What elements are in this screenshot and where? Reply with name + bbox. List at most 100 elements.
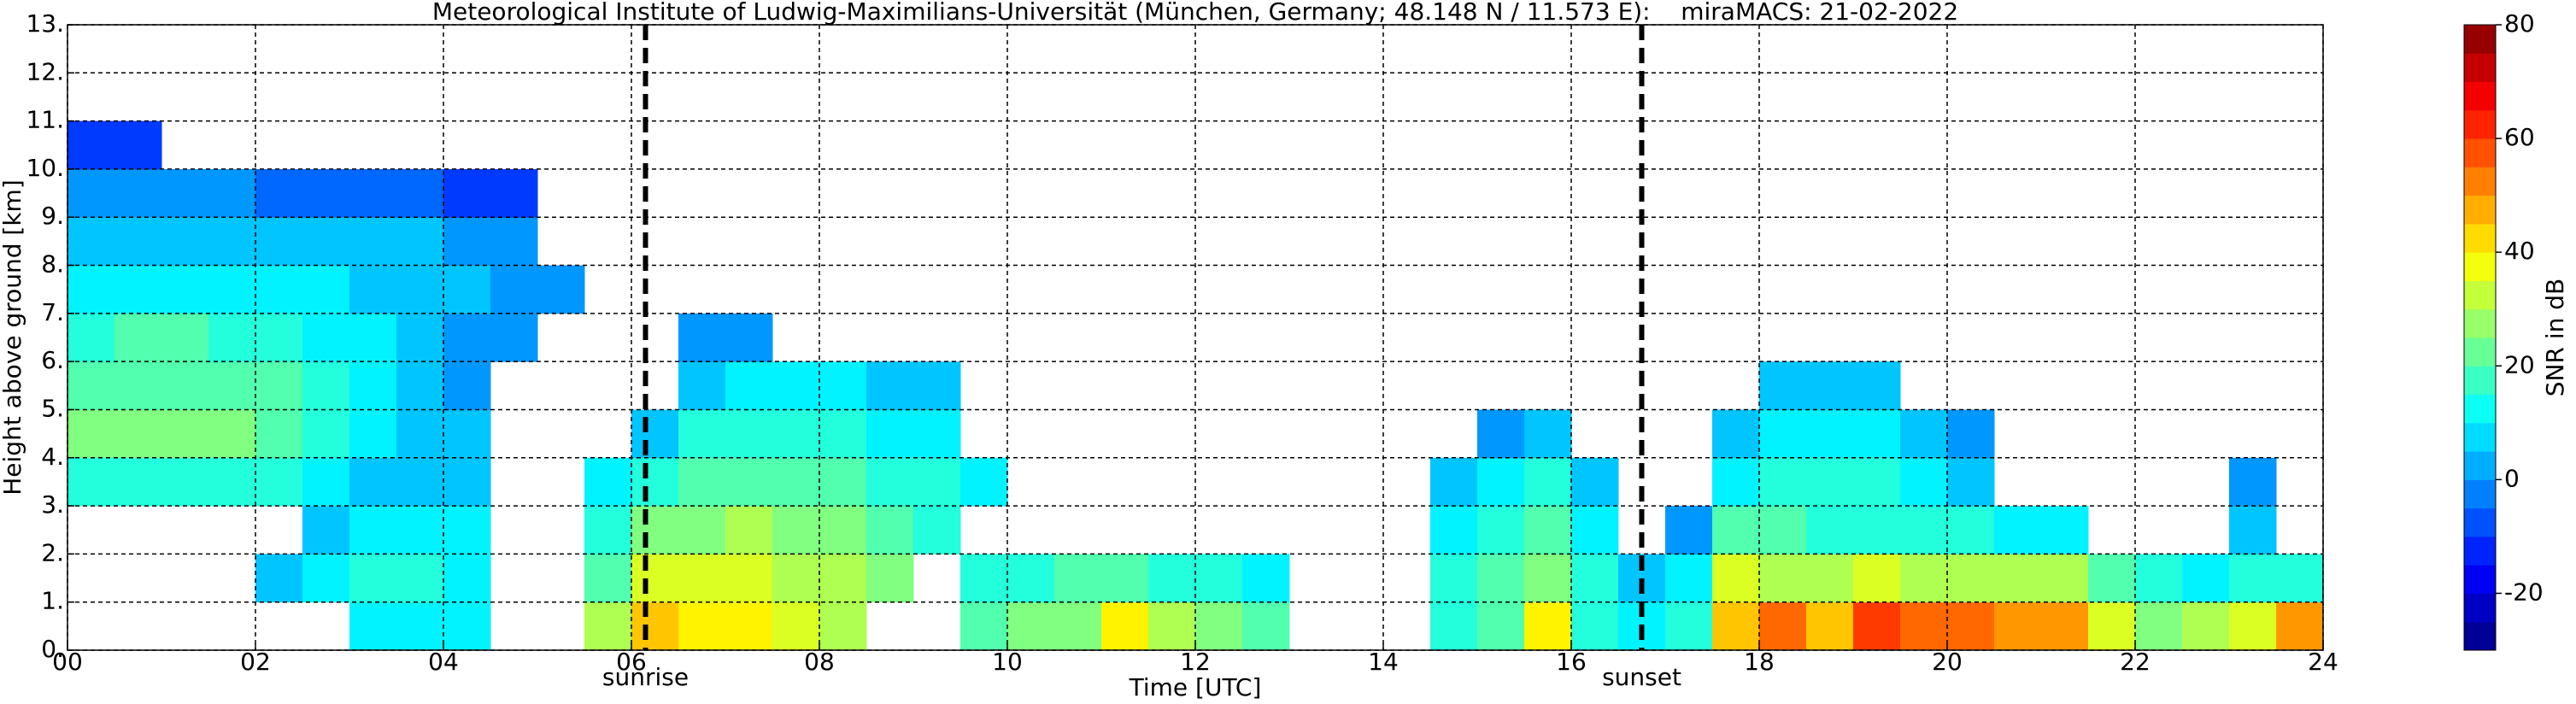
heatmap-cell [819, 506, 867, 554]
heatmap-cell [678, 554, 726, 603]
heatmap-cell [67, 265, 115, 314]
heatmap-cell [1195, 554, 1243, 603]
heatmap-cell [1242, 554, 1290, 603]
heatmap-cell [913, 506, 961, 554]
heatmap-cell [2088, 601, 2136, 651]
heatmap-cell [1007, 554, 1055, 603]
heatmap-cell [913, 409, 961, 459]
colorbar-tick-label: 40 [2504, 237, 2535, 265]
heatmap-cell [349, 313, 397, 362]
heatmap-cell [1759, 409, 1807, 459]
heatmap-cell [1712, 409, 1760, 459]
heatmap-cell [1947, 554, 1995, 603]
heatmap-cell [2276, 554, 2324, 603]
heatmap-cell [114, 313, 162, 362]
heatmap-cell [1900, 506, 1948, 554]
heatmap-cell [1430, 506, 1478, 554]
heatmap-cell [772, 409, 820, 459]
y-tick-label: 4. [41, 443, 64, 471]
heatmap-cell [1994, 601, 2042, 651]
heatmap-cell [114, 265, 162, 314]
y-axis-label: Height above ground [km] [0, 179, 26, 496]
y-tick-label: 5. [41, 394, 64, 422]
heatmap-cell [1994, 506, 2042, 554]
colorbar-band [2464, 53, 2496, 83]
heatmap-cell [396, 601, 444, 651]
heatmap-cell [1853, 506, 1901, 554]
heatmap-cell [725, 361, 773, 410]
heatmap-cell [584, 554, 632, 603]
heatmap-cell [396, 168, 444, 218]
heatmap-cell [772, 506, 820, 554]
heatmap-cell [490, 168, 538, 218]
colorbar-band [2464, 252, 2496, 281]
colorbar-band [2464, 422, 2496, 452]
heatmap-cell [866, 457, 914, 507]
heatmap-cell [114, 168, 162, 218]
heatmap-cell [396, 361, 444, 410]
heatmap-cell [208, 313, 256, 362]
heatmap-cell [396, 457, 444, 507]
heatmap-cell [443, 265, 491, 314]
heatmap-cell [490, 313, 538, 362]
heatmap-cell [255, 168, 303, 218]
heatmap-cell [396, 506, 444, 554]
heatmap-cell [819, 554, 867, 603]
heatmap-cell [1430, 457, 1478, 507]
heatmap-cell [2041, 554, 2089, 603]
heatmap-cell [1195, 601, 1243, 651]
heatmap-cell [725, 457, 773, 507]
heatmap-cell [631, 409, 679, 459]
heatmap-cell [1947, 457, 1995, 507]
heatmap-cell [114, 457, 162, 507]
y-tick-label: 6. [41, 346, 64, 374]
colorbar-band [2464, 223, 2496, 253]
y-tick-label: 8. [41, 250, 64, 279]
x-tick-label: 04 [428, 648, 459, 676]
heatmap-cell [349, 506, 397, 554]
colorbar-frame [2463, 24, 2497, 651]
heatmap-cell [1806, 506, 1854, 554]
heatmap-cell [67, 217, 115, 267]
heatmap-cell [67, 457, 115, 507]
heatmap-cell [161, 361, 209, 410]
heatmap-cell [1712, 506, 1760, 554]
heatmap-cell [678, 457, 726, 507]
heatmap-cell [114, 120, 162, 170]
heatmap-cell [1900, 554, 1948, 603]
heatmap-cell [1430, 554, 1478, 603]
x-tick-label: 18 [1744, 648, 1775, 676]
heatmap-cell [1947, 506, 1995, 554]
heatmap-cell [208, 217, 256, 267]
y-tick-label: 1. [41, 587, 64, 615]
heatmap-cell [2229, 554, 2277, 603]
y-tick-label: 2. [41, 538, 64, 566]
colorbar-band [2464, 195, 2496, 225]
x-tick-label: 10 [992, 648, 1023, 676]
heatmap-cell [819, 601, 867, 651]
heatmap-cell [255, 409, 303, 459]
heatmap-cell [1524, 457, 1572, 507]
heatmap-cell [1665, 601, 1713, 651]
heatmap-cell [302, 554, 350, 603]
heatmap-cell [396, 554, 444, 603]
annotation-label: sunrise [602, 663, 689, 691]
heatmap-cell [1853, 457, 1901, 507]
heatmap-cell [443, 217, 491, 267]
heatmap-cell [255, 217, 303, 267]
heatmap-cell [349, 457, 397, 507]
heatmap-cell [1477, 554, 1525, 603]
heatmap-cell [819, 361, 867, 410]
heatmap-cell [114, 217, 162, 267]
heatmap-cell [1853, 554, 1901, 603]
heatmap-cell [1665, 554, 1713, 603]
heatmap-cell [255, 554, 303, 603]
colorbar-band [2464, 536, 2496, 566]
heatmap-cell [1007, 601, 1055, 651]
colorbar-tick-label: 0 [2504, 464, 2520, 492]
heatmap-cell [443, 601, 491, 651]
heatmap-cell [1759, 601, 1807, 651]
heatmap-cell [1759, 457, 1807, 507]
heatmap-cell [255, 457, 303, 507]
